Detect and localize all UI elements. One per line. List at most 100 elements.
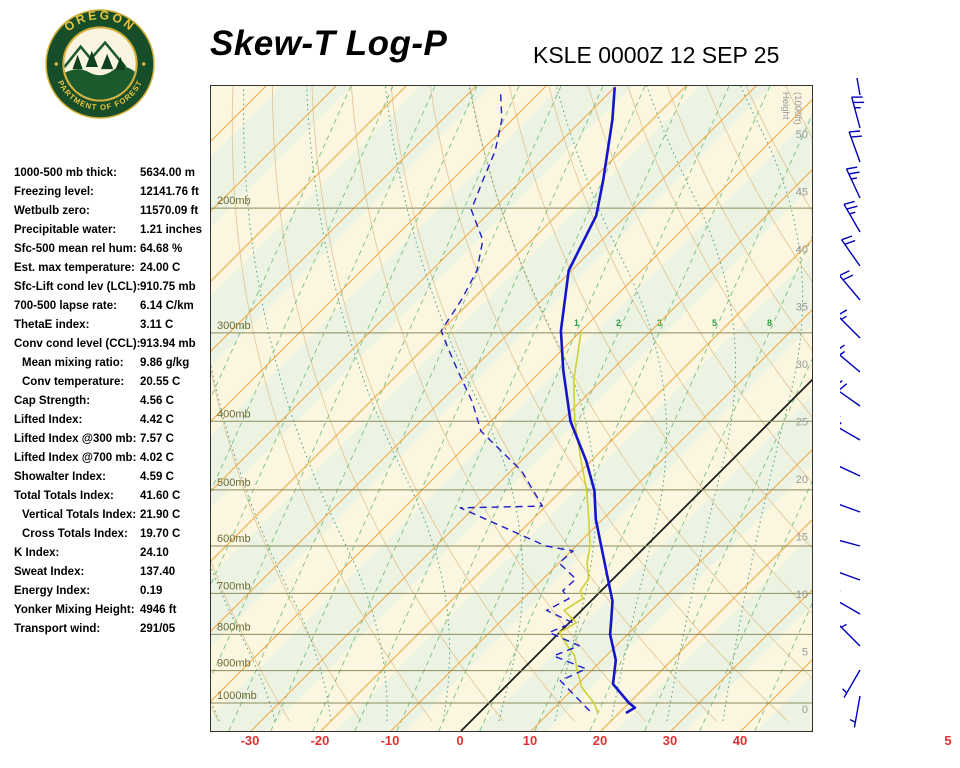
wind-barb xyxy=(836,309,861,339)
wind-barb xyxy=(843,200,861,233)
dry-adiabat xyxy=(231,86,433,722)
index-label: 1000-500 mb thick: xyxy=(14,167,117,179)
index-value: 7.57 C xyxy=(140,433,174,445)
temperature-trace xyxy=(559,87,637,715)
mixing-ratio-line xyxy=(699,480,812,731)
skewt-plot: 1 2 35 8 200mb 300mb 400mb 500mb 600mb 700mb 800mb… xyxy=(211,86,812,731)
isobar-label: 900mb xyxy=(217,658,251,670)
mixing-ratio-line xyxy=(211,86,436,586)
temp-axis-tick: -10 xyxy=(380,733,400,748)
wind-barb xyxy=(830,453,861,477)
index-row: Energy Index: 0.19 xyxy=(14,585,216,604)
isotherm xyxy=(530,449,812,731)
index-value: 21.90 C xyxy=(140,509,181,521)
index-value: 913.94 mb xyxy=(140,338,196,350)
index-label: Lifted Index: xyxy=(14,414,83,426)
index-label: Wetbulb zero: xyxy=(14,205,90,217)
moist-adiabat xyxy=(722,86,804,722)
wind-barb xyxy=(849,695,861,728)
dry-adiabat xyxy=(211,368,362,722)
index-row: Est. max temperature: 24.00 C xyxy=(14,262,216,281)
station-time-line: KSLE 0000Z 12 SEP 25 xyxy=(533,42,780,68)
dry-adiabat xyxy=(469,86,812,679)
isobar-label: 300mb xyxy=(217,320,251,332)
height-tick-label: 0 xyxy=(802,704,808,716)
wind-barb xyxy=(829,491,861,513)
index-value: 6.14 C/km xyxy=(140,300,194,312)
dry-adiabat xyxy=(351,86,646,722)
dry-adiabat xyxy=(785,86,812,139)
index-row: Wetbulb zero: 11570.09 ft xyxy=(14,205,216,224)
page-title: Skew-T Log-P xyxy=(210,24,448,63)
height-axis-title-units: (1000ft) xyxy=(792,92,803,125)
moist-adiabat xyxy=(468,86,597,722)
isobar-label: 700mb xyxy=(217,580,251,592)
mixing-ratio-line xyxy=(354,86,646,731)
index-value: 291/05 xyxy=(140,623,176,635)
index-label: Transport wind: xyxy=(14,623,101,635)
isobar-label: 800mb xyxy=(217,621,251,633)
index-value: 1.21 inches xyxy=(140,224,203,236)
wind-barb xyxy=(845,166,861,199)
index-row: Yonker Mixing Height: 4946 ft xyxy=(14,604,216,623)
dry-adiabat xyxy=(548,86,812,549)
index-row: Showalter Index: 4.59 C xyxy=(14,471,216,490)
index-label: Freezing level: xyxy=(14,186,94,198)
index-value: 4.42 C xyxy=(140,414,174,426)
temp-axis-tick: -20 xyxy=(310,733,330,748)
index-value: 4.02 C xyxy=(140,452,174,464)
index-row: Cross Totals Index: 19.70 C xyxy=(14,528,216,547)
index-row: 700-500 lapse rate: 6.14 C/km xyxy=(14,300,216,319)
isobar-label: 400mb xyxy=(217,408,251,420)
mixing-ratio-line xyxy=(211,86,394,492)
isobar-label: 1000mb xyxy=(217,690,257,702)
index-value: 41.60 C xyxy=(140,490,181,502)
wind-barb xyxy=(848,130,862,163)
height-tick-label: 20 xyxy=(796,474,808,486)
dry-adiabat xyxy=(211,560,290,722)
mixing-ratio-label: 5 xyxy=(712,318,717,328)
temp-axis-tick: 5 xyxy=(944,733,952,748)
moist-adiabat xyxy=(555,86,667,722)
isotherm xyxy=(211,86,547,422)
mixing-ratio-line xyxy=(754,602,812,731)
index-row: K Index: 24.10 xyxy=(14,547,216,566)
temp-axis-tick: 40 xyxy=(732,733,748,748)
index-label: Conv temperature: xyxy=(22,376,125,388)
isotherm xyxy=(390,309,812,731)
dry-adiabat xyxy=(508,86,812,614)
index-row: Conv cond level (CCL): 913.94 mb xyxy=(14,338,216,357)
wind-barb xyxy=(838,270,861,301)
wind-barb xyxy=(853,62,867,96)
isotherm xyxy=(211,86,337,212)
mixing-ratio-label: 8 xyxy=(767,318,772,328)
index-row: Precipitable water: 1.21 inches xyxy=(14,224,216,243)
index-row: Cap Strength: 4.56 C xyxy=(14,395,216,414)
logo-forest-scene xyxy=(64,40,136,100)
height-tick-label: 5 xyxy=(802,647,808,659)
height-tick-label: 10 xyxy=(796,589,808,601)
mixing-ratio-line xyxy=(438,86,730,731)
isobar-label: 500mb xyxy=(217,477,251,489)
index-label: Precipitable water: xyxy=(14,224,117,236)
wind-barb xyxy=(829,559,861,581)
index-label: Energy Index: xyxy=(14,585,91,597)
index-label: 700-500 lapse rate: xyxy=(14,300,117,312)
index-row: Vertical Totals Index: 21.90 C xyxy=(14,509,216,528)
wind-barb xyxy=(831,415,861,441)
dry-adiabat xyxy=(627,86,812,418)
index-label: Sfc-Lift cond lev (LCL): xyxy=(14,281,141,293)
index-label: Conv cond level (CCL): xyxy=(14,338,141,350)
index-label: K Index: xyxy=(14,547,60,559)
moist-adiabat xyxy=(646,86,737,722)
wetbulb-trace xyxy=(558,330,599,714)
mixing-ratio-line xyxy=(228,86,520,731)
temp-axis-tick: -30 xyxy=(240,733,260,748)
mixing-ratio-label: 2 xyxy=(616,318,621,328)
dry-adiabat xyxy=(666,86,812,351)
dry-adiabat xyxy=(390,86,717,722)
index-label: Cross Totals Index: xyxy=(22,528,128,540)
index-value: 4.56 C xyxy=(140,395,174,407)
dry-adiabat xyxy=(429,86,789,722)
